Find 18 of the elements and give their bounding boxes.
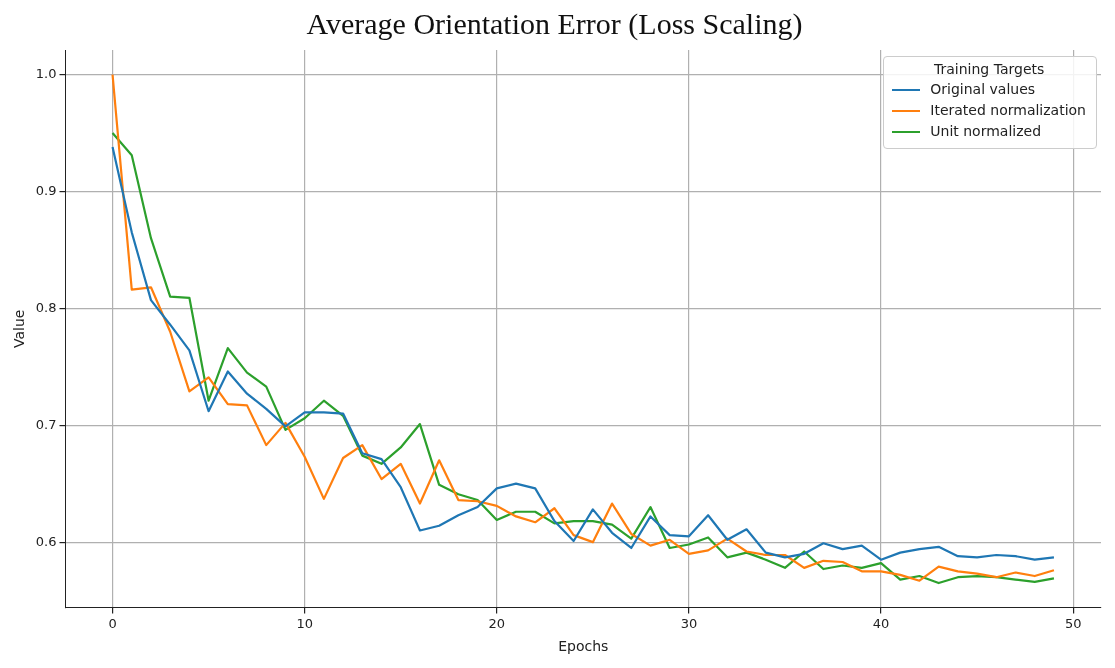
y-tick-label: 0.8 bbox=[35, 299, 57, 315]
y-tick-label: 0.6 bbox=[35, 533, 57, 549]
x-tick-label: 50 bbox=[1064, 615, 1082, 631]
y-tick-label: 0.7 bbox=[35, 416, 57, 432]
legend-title: Training Targets bbox=[933, 61, 1046, 77]
chart-title: Average Orientation Error (Loss Scaling) bbox=[306, 6, 803, 41]
x-tick-label: 10 bbox=[296, 615, 313, 631]
x-axis-title: Epochs bbox=[558, 638, 609, 655]
legend-label: Unit normalized bbox=[930, 122, 1042, 141]
y-axis-title: Value bbox=[11, 309, 28, 349]
x-tick-label: 0 bbox=[108, 615, 117, 631]
y-tick-label: 0.9 bbox=[35, 182, 57, 198]
legend-label: Original values bbox=[930, 80, 1036, 99]
legend-label: Iterated normalization bbox=[930, 101, 1086, 120]
x-tick-label: 40 bbox=[872, 615, 890, 631]
x-tick-label: 20 bbox=[488, 615, 506, 631]
x-tick-label: 30 bbox=[680, 615, 698, 631]
y-tick-label: 1.0 bbox=[35, 65, 57, 81]
